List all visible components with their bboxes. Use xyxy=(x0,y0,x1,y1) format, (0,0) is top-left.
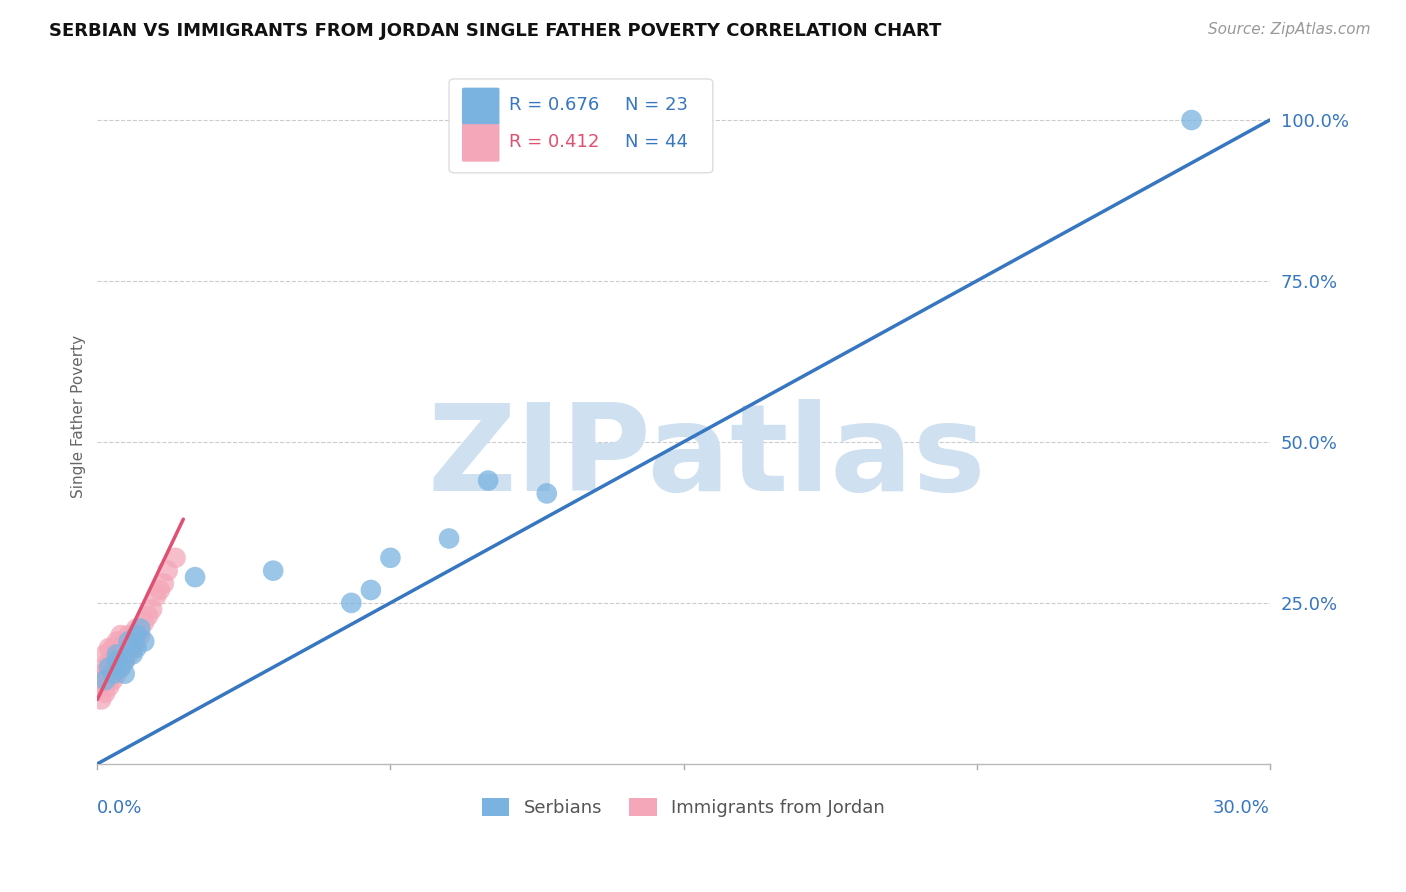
Point xyxy=(380,550,402,565)
Point xyxy=(117,628,139,642)
FancyBboxPatch shape xyxy=(449,79,713,173)
Point xyxy=(134,634,156,648)
Text: R = 0.676: R = 0.676 xyxy=(509,96,599,114)
Point xyxy=(101,666,124,681)
Point xyxy=(149,582,172,597)
Point xyxy=(136,608,159,623)
Point xyxy=(114,648,136,662)
Legend: Serbians, Immigrants from Jordan: Serbians, Immigrants from Jordan xyxy=(475,790,891,824)
Point xyxy=(110,660,132,674)
Point xyxy=(98,673,121,687)
Point xyxy=(121,640,143,655)
Y-axis label: Single Father Poverty: Single Father Poverty xyxy=(72,334,86,498)
Point xyxy=(114,634,136,648)
FancyBboxPatch shape xyxy=(463,87,499,125)
Text: N = 44: N = 44 xyxy=(624,133,688,151)
Point xyxy=(121,648,143,662)
Point xyxy=(98,640,121,655)
Point xyxy=(145,590,167,604)
Point xyxy=(94,673,117,687)
FancyBboxPatch shape xyxy=(463,124,499,161)
Point xyxy=(105,666,128,681)
Point xyxy=(129,622,152,636)
Point xyxy=(477,474,499,488)
Point xyxy=(98,680,121,694)
Point xyxy=(125,640,148,655)
Point xyxy=(105,660,128,674)
Point xyxy=(114,666,136,681)
Point xyxy=(98,660,121,674)
Point xyxy=(101,666,124,681)
Point xyxy=(90,692,112,706)
Text: N = 23: N = 23 xyxy=(624,96,688,114)
Point xyxy=(184,570,207,584)
Point xyxy=(1180,113,1202,128)
Point xyxy=(94,660,117,674)
Point xyxy=(121,628,143,642)
Point xyxy=(110,654,132,668)
Point xyxy=(101,654,124,668)
Point xyxy=(94,666,117,681)
Text: Source: ZipAtlas.com: Source: ZipAtlas.com xyxy=(1208,22,1371,37)
Point xyxy=(129,628,152,642)
Point xyxy=(110,628,132,642)
Point xyxy=(101,673,124,687)
Point xyxy=(152,576,174,591)
Point xyxy=(117,634,139,648)
Text: SERBIAN VS IMMIGRANTS FROM JORDAN SINGLE FATHER POVERTY CORRELATION CHART: SERBIAN VS IMMIGRANTS FROM JORDAN SINGLE… xyxy=(49,22,942,40)
Point xyxy=(98,654,121,668)
Text: ZIPatlas: ZIPatlas xyxy=(427,400,986,516)
Point xyxy=(117,640,139,655)
Point xyxy=(110,640,132,655)
Point xyxy=(101,640,124,655)
Point xyxy=(165,550,187,565)
Point xyxy=(105,634,128,648)
Point xyxy=(105,654,128,668)
Point xyxy=(360,582,382,597)
Point xyxy=(437,532,460,546)
Point xyxy=(98,660,121,674)
Text: 30.0%: 30.0% xyxy=(1213,799,1270,817)
Text: R = 0.412: R = 0.412 xyxy=(509,133,599,151)
Point xyxy=(156,564,179,578)
Point xyxy=(125,628,148,642)
Point xyxy=(536,486,558,500)
Point xyxy=(134,615,156,630)
Point xyxy=(340,596,363,610)
Point xyxy=(141,602,163,616)
Point xyxy=(90,666,112,681)
Point xyxy=(105,648,128,662)
Point xyxy=(262,564,284,578)
Point xyxy=(114,654,136,668)
Point xyxy=(94,648,117,662)
Point xyxy=(117,648,139,662)
Point xyxy=(94,673,117,687)
Point xyxy=(94,686,117,700)
Point xyxy=(125,622,148,636)
Point xyxy=(114,654,136,668)
Text: 0.0%: 0.0% xyxy=(97,799,143,817)
Point xyxy=(125,634,148,648)
Point xyxy=(110,660,132,674)
Point xyxy=(105,648,128,662)
Point xyxy=(90,680,112,694)
